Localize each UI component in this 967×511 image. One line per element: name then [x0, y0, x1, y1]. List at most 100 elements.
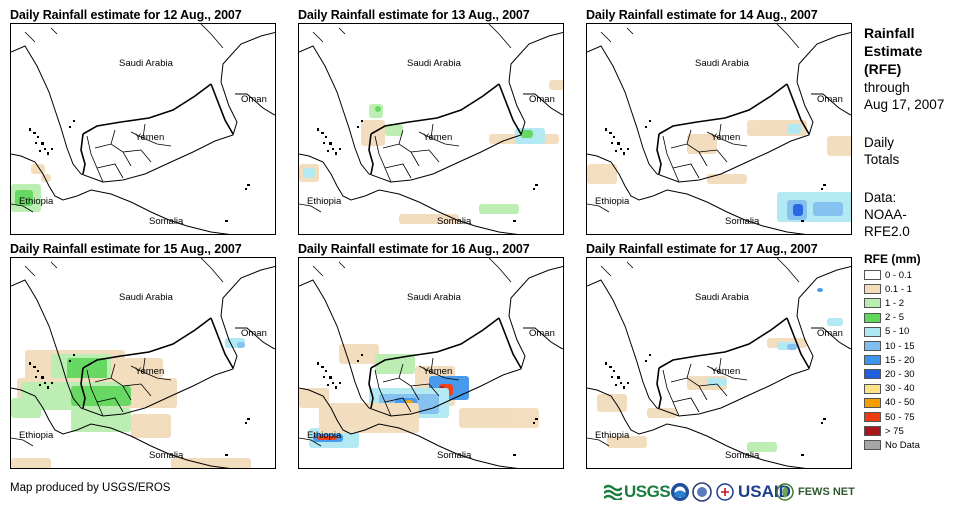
- side-date: Aug 17, 2007: [864, 97, 945, 112]
- map-svg: Saudi Arabia Oman Yemen Ethiopia Somalia: [299, 258, 563, 468]
- map-panel-3: Saudi Arabia Oman Yemen Ethiopia Somalia: [586, 23, 852, 235]
- rainfall-area: [11, 458, 51, 468]
- label-yemen: Yemen: [423, 132, 452, 143]
- usgs-logo-text: USGS: [624, 482, 671, 501]
- label-saudi-arabia: Saudi Arabia: [119, 58, 174, 69]
- rainfall-area: [71, 386, 131, 406]
- usgs-wave-icon: [604, 484, 622, 500]
- map-panel-4: Saudi Arabia Oman Yemen Ethiopia Somalia: [10, 257, 276, 469]
- rainfall-area: [339, 344, 379, 364]
- legend-swatch: [864, 341, 881, 351]
- seal-icon: [692, 482, 712, 502]
- rainfall-area: [647, 408, 677, 418]
- legend-item: 0.1 - 1: [864, 283, 912, 295]
- side-totals: Totals: [864, 152, 900, 167]
- label-somalia: Somalia: [437, 450, 472, 461]
- legend-label: 1 - 2: [885, 297, 905, 309]
- label-yemen: Yemen: [135, 366, 164, 377]
- rainfall-area: [15, 190, 33, 206]
- legend-label: 2 - 5: [885, 312, 905, 324]
- rainfall-area: [549, 80, 563, 90]
- legend-swatch: [864, 284, 881, 295]
- legend-item: No Data: [864, 439, 920, 451]
- rainfall-area: [123, 358, 163, 378]
- label-somalia: Somalia: [725, 216, 760, 227]
- legend-swatch: [864, 369, 881, 380]
- side-title-line1: Rainfall: [864, 25, 915, 41]
- map-labels: Saudi Arabia Oman Yemen Ethiopia Somalia: [19, 58, 267, 227]
- legend-swatch: [864, 298, 881, 309]
- rainfall-area: [319, 403, 419, 433]
- panel-title-3: Daily Rainfall estimate for 14 Aug., 200…: [586, 8, 818, 22]
- legend-label: No Data: [885, 439, 920, 451]
- rainfall-area: [607, 436, 647, 448]
- label-oman: Oman: [241, 328, 267, 339]
- map-svg: Saudi Arabia Oman Yemen Ethiopia Somalia: [587, 258, 851, 468]
- label-oman: Oman: [529, 328, 555, 339]
- rainfall-area: [813, 202, 843, 216]
- label-somalia: Somalia: [437, 216, 472, 227]
- side-daily: Daily: [864, 135, 895, 150]
- rainfall-layer: [11, 338, 251, 468]
- legend-swatch: [864, 426, 881, 437]
- base-map: Saudi Arabia Oman Yemen Ethiopia Somalia: [299, 258, 563, 468]
- legend-item: 2 - 5: [864, 312, 904, 324]
- rainfall-area: [521, 130, 533, 138]
- legend-swatch: [864, 440, 881, 451]
- map-labels: Saudi Arabia Oman Yemen Ethiopia Somalia: [307, 292, 555, 461]
- side-title-line2: Estimate: [864, 43, 923, 59]
- label-saudi-arabia: Saudi Arabia: [119, 292, 174, 303]
- map-labels: Saudi Arabia Oman Yemen Ethiopia Somalia: [595, 292, 843, 461]
- label-ethiopia: Ethiopia: [595, 196, 630, 207]
- usaid-seal-icon: [716, 483, 734, 501]
- rainfall-area: [299, 388, 329, 408]
- label-ethiopia: Ethiopia: [595, 430, 630, 441]
- map-labels: Saudi Arabia Oman Yemen Ethiopia Somalia: [19, 292, 267, 461]
- rainfall-area: [787, 344, 797, 350]
- label-oman: Oman: [529, 94, 555, 105]
- rainfall-area: [827, 136, 851, 156]
- base-map: Saudi Arabia Oman Yemen Ethiopia Somalia: [11, 258, 275, 468]
- panel-title-4: Daily Rainfall estimate for 15 Aug., 200…: [10, 242, 242, 256]
- rainfall-area: [787, 124, 801, 134]
- side-source2: RFE2.0: [864, 224, 910, 239]
- legend-label: 0.1 - 1: [885, 283, 912, 295]
- rainfall-layer: [587, 120, 851, 222]
- rainfall-area: [597, 394, 627, 412]
- side-title-line3: (RFE): [864, 61, 902, 77]
- panel-title-1: Daily Rainfall estimate for 12 Aug., 200…: [10, 8, 242, 22]
- rainfall-area: [827, 318, 843, 326]
- credit-text: Map produced by USGS/EROS: [10, 482, 171, 494]
- noaa-icon: [671, 483, 689, 501]
- label-yemen: Yemen: [711, 366, 740, 377]
- rainfall-area: [707, 174, 747, 184]
- label-oman: Oman: [817, 328, 843, 339]
- map-svg: Saudi Arabia Oman Yemen Ethiopia Somalia: [299, 24, 563, 234]
- label-yemen: Yemen: [423, 366, 452, 377]
- fews-leaf-icon: [776, 483, 794, 501]
- legend-label: 30 - 40: [885, 383, 915, 395]
- legend-item: 20 - 30: [864, 368, 915, 380]
- legend-swatch: [864, 412, 881, 422]
- side-source1: NOAA-: [864, 207, 907, 222]
- label-saudi-arabia: Saudi Arabia: [695, 58, 750, 69]
- legend-label: 5 - 10: [885, 326, 910, 338]
- legend-swatch: [864, 355, 881, 366]
- side-data-label: Data:: [864, 190, 897, 205]
- rainfall-layer: [597, 288, 843, 452]
- rainfall-area: [375, 106, 381, 112]
- legend-item: 0 - 0.1: [864, 269, 912, 281]
- legend-label: 50 - 75: [885, 411, 915, 423]
- rainfall-area: [375, 354, 415, 374]
- legend-swatch: [864, 383, 881, 394]
- panel-title-6: Daily Rainfall estimate for 17 Aug., 200…: [586, 242, 818, 256]
- dhs-seal-logo: [692, 479, 712, 505]
- rainfall-area: [459, 408, 539, 428]
- map-panel-2: Saudi Arabia Oman Yemen Ethiopia Somalia: [298, 23, 564, 235]
- fews-net-logo: FEWS NET: [776, 479, 855, 505]
- legend-label: 15 - 20: [885, 354, 915, 366]
- legend-label: 20 - 30: [885, 368, 915, 380]
- rainfall-area: [385, 124, 403, 136]
- legend-swatch: [864, 326, 881, 337]
- label-ethiopia: Ethiopia: [307, 430, 342, 441]
